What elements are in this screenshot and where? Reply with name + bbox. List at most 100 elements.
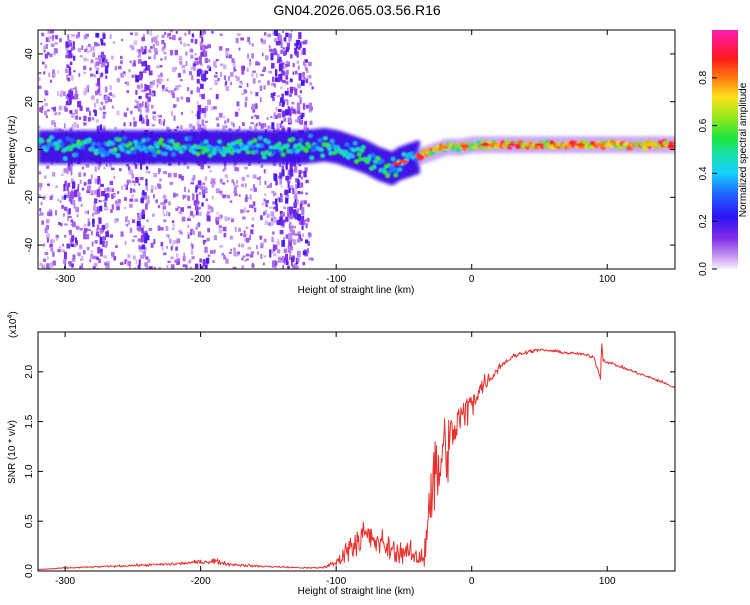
streak-dot	[289, 242, 292, 247]
noise-speckle	[49, 243, 53, 248]
noise-speckle	[133, 60, 136, 66]
ridge-dot	[191, 149, 197, 155]
ridge-dot	[116, 137, 122, 143]
noise-speckle	[60, 90, 64, 96]
snr-line	[38, 343, 675, 570]
noise-speckle	[46, 234, 50, 239]
noise-speckle	[126, 179, 130, 185]
ridge-halo-band	[338, 131, 343, 165]
noise-speckle	[80, 256, 84, 260]
ridge-dot	[230, 141, 236, 146]
noise-speckle	[280, 86, 283, 90]
noise-speckle	[180, 96, 184, 100]
noise-speckle	[189, 48, 193, 53]
noise-speckle	[190, 249, 194, 255]
noise-speckle	[178, 37, 181, 41]
noise-speckle	[94, 240, 98, 244]
noise-speckle	[127, 260, 132, 267]
noise-speckle	[44, 110, 48, 116]
ridge-dot	[122, 135, 128, 141]
snr-plot-area	[38, 343, 675, 570]
streak-dot	[203, 48, 207, 53]
noise-speckle	[109, 93, 113, 96]
streak-dot	[137, 264, 141, 269]
noise-speckle	[145, 266, 149, 269]
noise-speckle	[49, 195, 53, 200]
noise-speckle	[169, 181, 174, 185]
noise-speckle	[129, 60, 133, 64]
ridge-peak	[534, 142, 545, 147]
streak-dot	[102, 236, 107, 240]
streak-dot	[271, 122, 275, 130]
noise-speckle	[140, 103, 144, 108]
noise-speckle	[249, 61, 252, 67]
ridge-halo-band	[84, 130, 89, 164]
noise-speckle	[50, 247, 54, 252]
ridge-dot	[80, 145, 86, 151]
streak-dot	[270, 92, 274, 98]
streak-dot	[273, 112, 276, 119]
noise-speckle	[250, 73, 254, 78]
noise-speckle	[181, 216, 186, 221]
noise-speckle	[191, 244, 194, 249]
noise-speckle	[149, 82, 153, 89]
noise-speckle	[219, 178, 223, 184]
noise-speckle	[252, 78, 256, 84]
streak-dot	[63, 168, 67, 173]
streak-dot	[194, 263, 199, 269]
noise-speckle	[228, 251, 232, 254]
streak-dot	[296, 208, 300, 213]
ridge-dot	[112, 147, 118, 152]
noise-speckle	[235, 37, 239, 44]
ridge-dot	[90, 141, 97, 147]
noise-speckle	[225, 174, 228, 179]
noise-speckle	[87, 218, 90, 224]
noise-speckle	[265, 200, 270, 204]
noise-speckle	[168, 162, 172, 166]
noise-speckle	[176, 126, 180, 129]
noise-speckle	[135, 90, 138, 95]
noise-speckle	[38, 171, 42, 175]
noise-speckle	[97, 235, 101, 238]
streak-dot	[191, 33, 195, 38]
ridge-peak	[392, 162, 403, 166]
noise-speckle	[251, 106, 254, 110]
ridge-halo-band	[363, 139, 368, 174]
noise-speckle	[105, 264, 107, 269]
noise-speckle	[113, 193, 116, 197]
noise-speckle	[264, 209, 267, 215]
noise-speckle	[136, 84, 141, 89]
noise-speckle	[244, 166, 248, 170]
streak-dot	[299, 120, 304, 125]
streak-dot	[290, 257, 295, 263]
streak-dot	[201, 189, 206, 195]
noise-speckle	[52, 37, 54, 42]
noise-speckle	[130, 110, 133, 115]
streak-dot	[207, 65, 211, 69]
noise-speckle	[109, 234, 114, 238]
noise-speckle	[91, 212, 95, 217]
streak-dot	[66, 98, 70, 104]
noise-speckle	[252, 174, 257, 179]
noise-speckle	[58, 111, 61, 116]
noise-speckle	[124, 240, 127, 246]
noise-speckle	[245, 194, 248, 198]
streak-dot	[70, 219, 73, 223]
ridge-dot	[379, 158, 385, 164]
noise-speckle	[202, 182, 206, 185]
noise-speckle	[51, 35, 54, 40]
streak-dot	[99, 205, 103, 212]
streak-dot	[197, 231, 202, 238]
streak-dot	[282, 79, 286, 84]
noise-speckle	[166, 210, 168, 217]
streak-dot	[142, 232, 146, 238]
noise-speckle	[57, 198, 60, 201]
ridge-dot	[642, 146, 648, 152]
streak-dot	[146, 119, 150, 127]
noise-speckle	[203, 124, 207, 130]
ridge-dot	[284, 143, 290, 149]
streak-dot	[66, 166, 69, 175]
noise-speckle	[134, 267, 137, 269]
noise-speckle	[91, 241, 94, 247]
noise-speckle	[267, 33, 272, 38]
